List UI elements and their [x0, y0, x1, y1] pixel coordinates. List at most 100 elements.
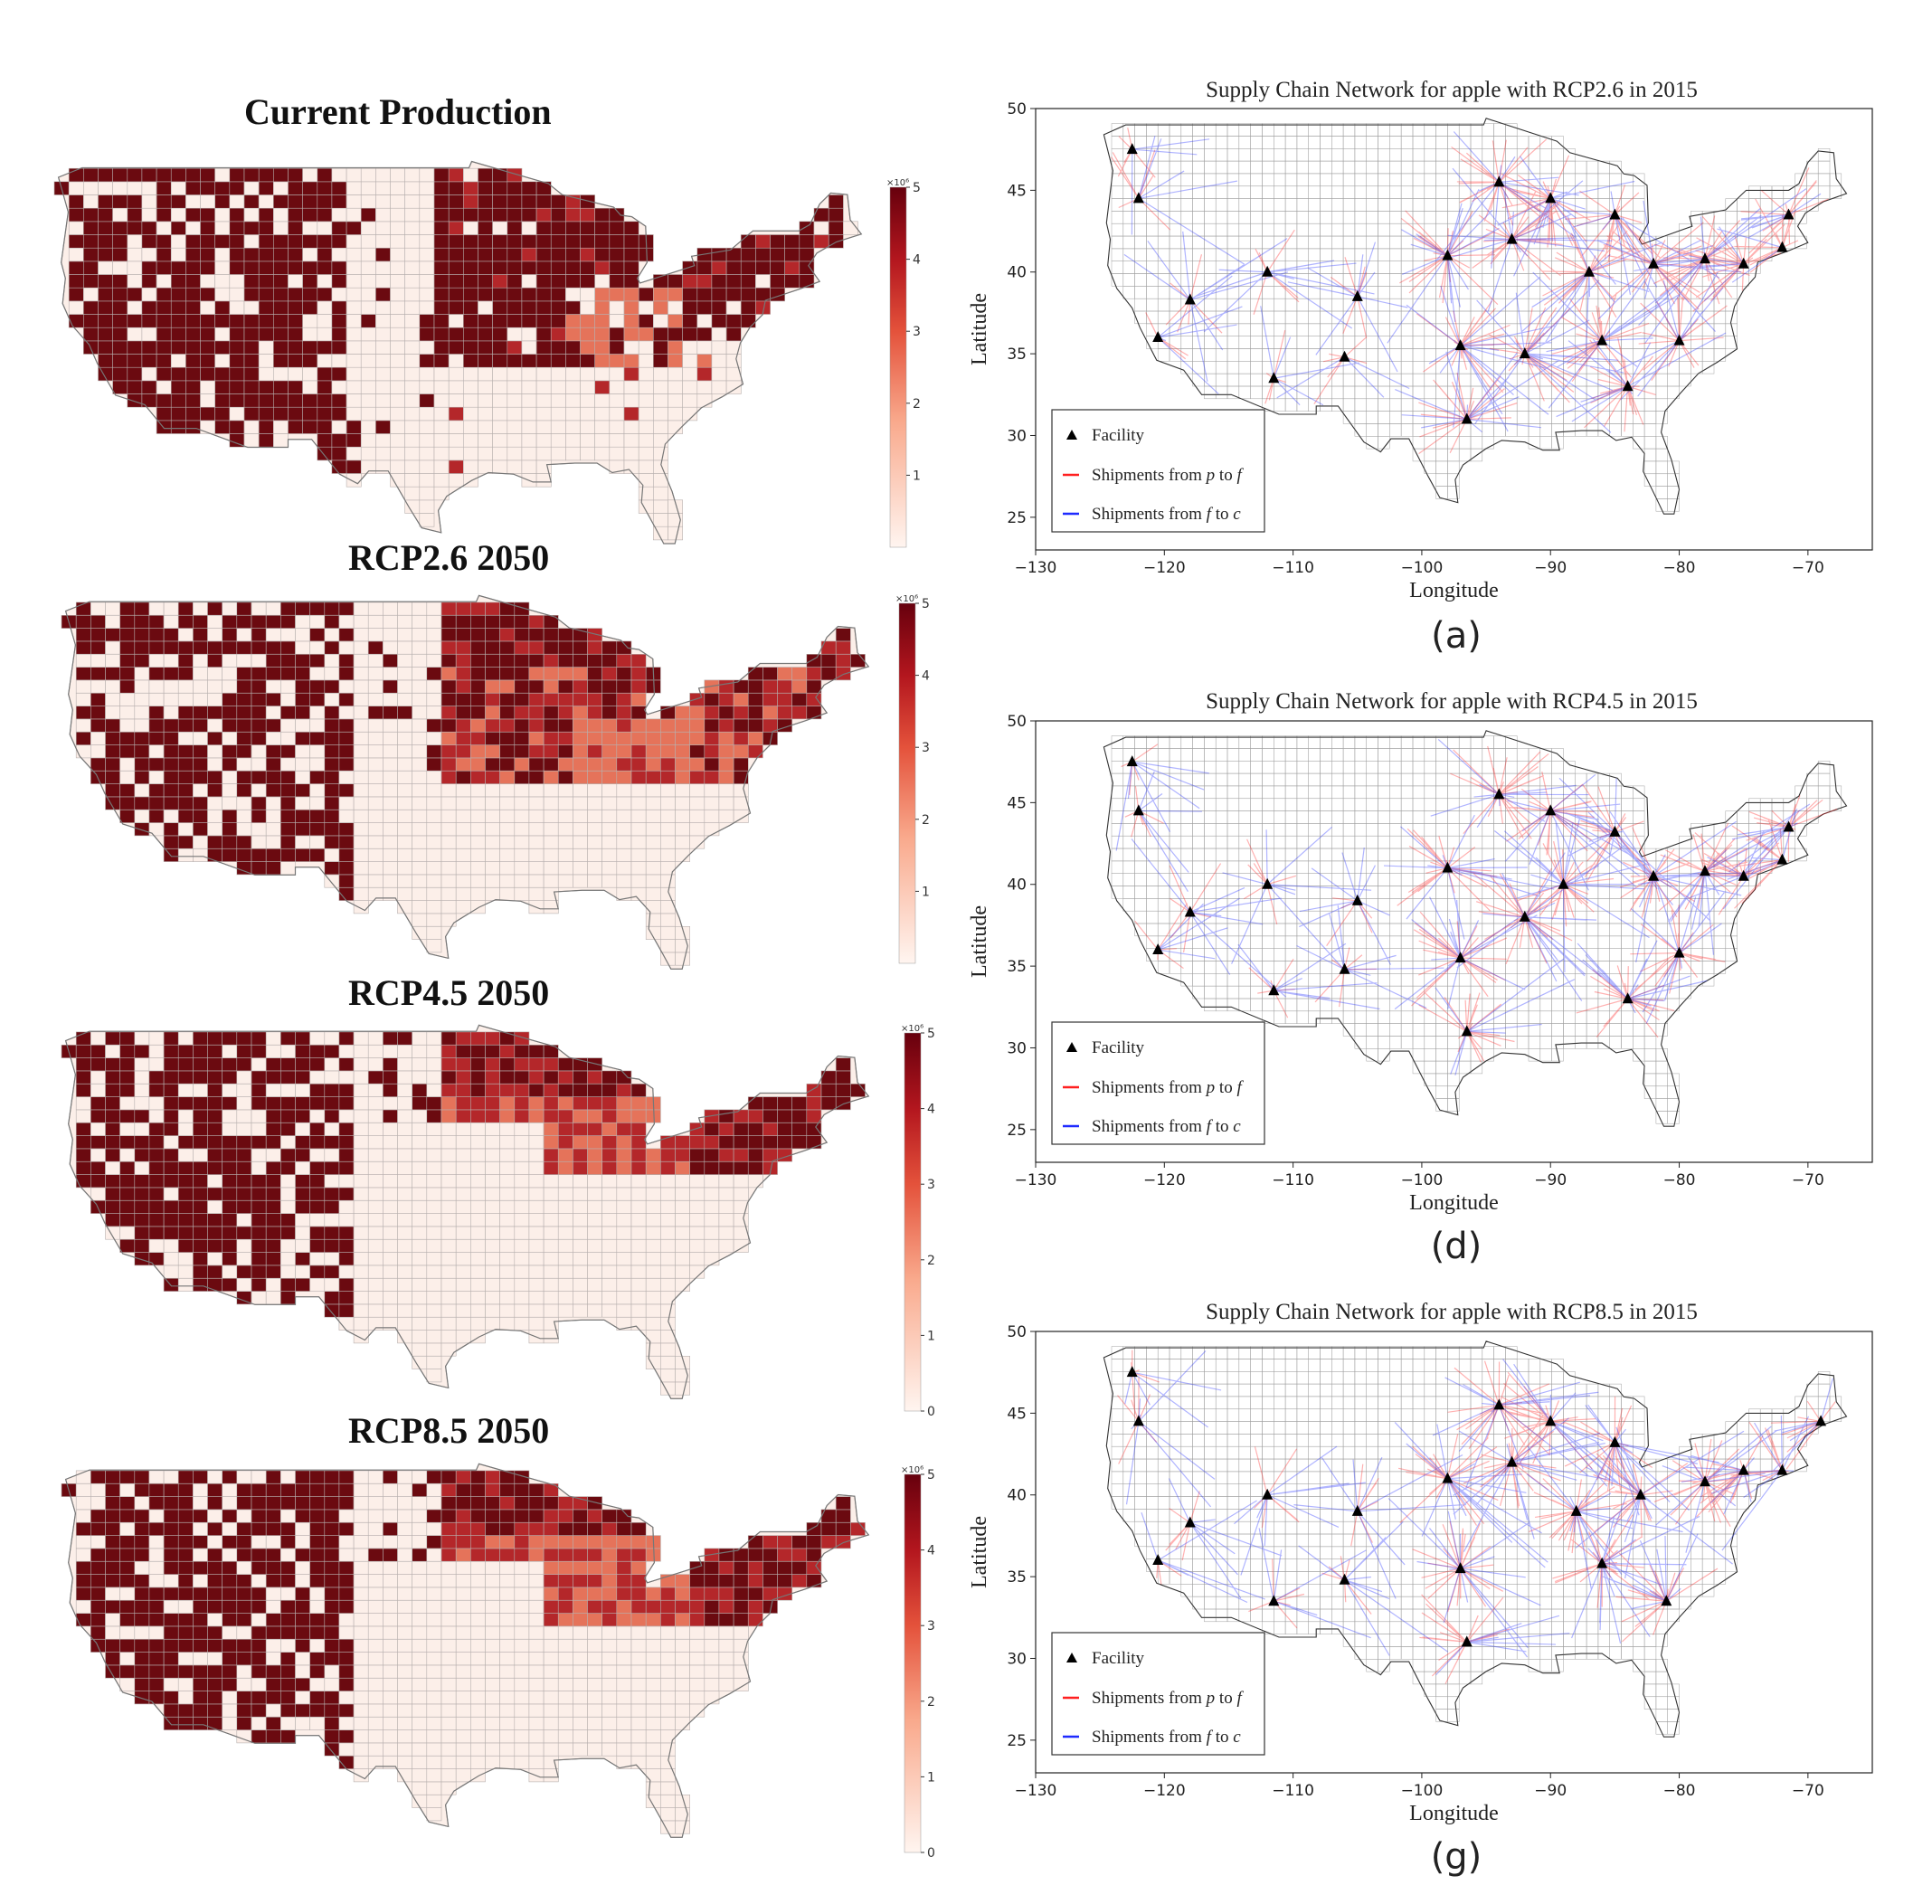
- county-cell: [207, 1226, 223, 1240]
- county-cell: [485, 1277, 501, 1292]
- county-cell: [412, 706, 428, 720]
- county-cell: [835, 640, 851, 655]
- county-cell: [440, 1755, 457, 1769]
- county-cell: [469, 706, 486, 720]
- county-cell: [426, 1096, 442, 1111]
- county-cell: [616, 1664, 632, 1679]
- county-cell: [105, 679, 121, 694]
- county-cell: [543, 693, 559, 706]
- county-cell: [791, 706, 808, 720]
- county-cell: [755, 274, 771, 289]
- county-cell: [601, 706, 618, 720]
- county-cell: [367, 1678, 384, 1691]
- county-cell: [338, 628, 355, 642]
- county-cell: [630, 744, 647, 759]
- county-cell: [565, 247, 581, 262]
- county-cell: [492, 221, 508, 235]
- county-cell: [543, 1729, 559, 1744]
- county-cell: [383, 732, 398, 745]
- county-cell: [412, 1664, 428, 1679]
- county-cell: [412, 1691, 428, 1705]
- county-cell: [338, 1613, 355, 1627]
- county-cell: [236, 1496, 252, 1511]
- county-cell: [528, 1600, 545, 1614]
- county-cell: [514, 796, 530, 810]
- county-cell: [148, 654, 165, 668]
- county-cell: [170, 406, 186, 422]
- county-cell: [280, 783, 296, 798]
- county-cell: [105, 783, 121, 798]
- county-cell: [426, 900, 442, 914]
- county-cell: [668, 526, 684, 541]
- county-cell: [119, 614, 136, 629]
- county-cell: [455, 810, 471, 823]
- county-cell: [675, 1652, 691, 1666]
- county-cell: [718, 1135, 734, 1150]
- county-cell: [397, 1316, 413, 1331]
- facility-marker: [1776, 241, 1788, 252]
- county-cell: [236, 1123, 252, 1136]
- county-cell: [265, 1174, 281, 1189]
- county-cell: [440, 874, 457, 888]
- county-cell: [543, 1135, 559, 1150]
- county-cell: [499, 783, 516, 798]
- county-cell: [528, 1096, 545, 1111]
- county-cell: [499, 1265, 516, 1279]
- county-cell: [689, 810, 706, 823]
- county-cell: [222, 810, 238, 823]
- county-cell: [543, 874, 559, 888]
- county-cell: [309, 1200, 326, 1214]
- county-cell: [170, 354, 186, 368]
- county-cell: [668, 406, 684, 422]
- county-cell: [338, 1678, 355, 1691]
- county-cell: [353, 1291, 369, 1305]
- county-cell: [207, 1548, 223, 1562]
- county-cell: [280, 1265, 296, 1279]
- county-cell: [557, 1716, 573, 1730]
- county-cell: [265, 1587, 281, 1601]
- county-cell: [478, 167, 494, 183]
- county-cell: [98, 354, 114, 368]
- county-cell: [433, 274, 450, 289]
- county-cell: [485, 1703, 501, 1718]
- county-cell: [565, 354, 581, 368]
- county-cell: [777, 1548, 793, 1562]
- county-cell: [367, 1109, 384, 1123]
- county-cell: [455, 1303, 471, 1318]
- county-cell: [193, 1161, 208, 1175]
- county-cell: [426, 1070, 442, 1085]
- county-cell: [75, 679, 91, 694]
- county-cell: [507, 221, 523, 235]
- county-cell: [528, 1639, 545, 1653]
- county-cell: [806, 1123, 822, 1136]
- county-cell: [659, 1807, 676, 1822]
- county-cell: [134, 1148, 150, 1162]
- county-cell: [105, 1535, 121, 1549]
- county-cell: [68, 274, 84, 289]
- county-cell: [280, 614, 296, 629]
- county-cell: [426, 718, 442, 733]
- county-cell: [397, 1252, 413, 1266]
- county-cell: [98, 260, 114, 275]
- county-cell: [616, 732, 632, 745]
- county-cell: [514, 1031, 530, 1046]
- county-cell: [718, 1587, 734, 1601]
- county-cell: [82, 314, 99, 328]
- county-cell: [609, 340, 625, 355]
- county-cell: [601, 679, 618, 694]
- county-cell: [521, 327, 537, 342]
- county-cell: [353, 1031, 369, 1046]
- county-cell: [317, 207, 333, 223]
- county-cell: [397, 654, 413, 668]
- county-cell: [835, 654, 851, 668]
- county-cell: [426, 1794, 442, 1808]
- county-cell: [295, 614, 311, 629]
- county-cell: [75, 1057, 91, 1072]
- county-cell: [835, 1509, 851, 1523]
- county-cell: [557, 1561, 573, 1575]
- county-cell: [367, 1148, 384, 1162]
- county-cell: [791, 1548, 808, 1562]
- county-cell: [338, 640, 355, 655]
- county-cell: [265, 1187, 281, 1201]
